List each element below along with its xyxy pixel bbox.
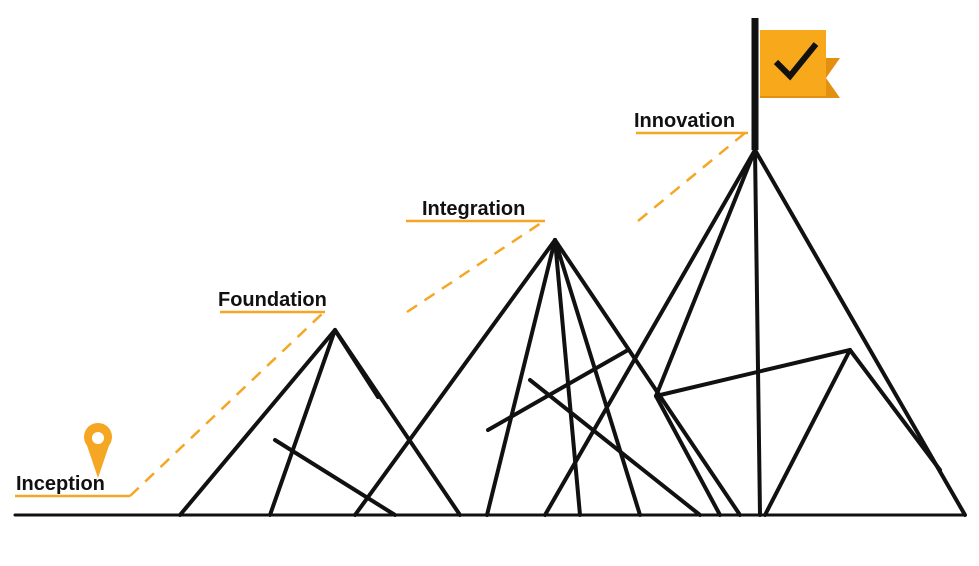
stage-label-innovation: Innovation [634, 110, 735, 133]
mountain-3 [545, 150, 965, 515]
stage-label-inception: Inception [16, 473, 105, 496]
flag-icon [755, 18, 840, 150]
mountain-1 [180, 330, 460, 515]
stage-label-integration: Integration [422, 198, 525, 221]
diagram-svg [0, 0, 979, 566]
location-pin-icon [84, 423, 112, 478]
journey-diagram: Inception Foundation Integration Innovat… [0, 0, 979, 566]
stage-label-foundation: Foundation [218, 289, 327, 312]
mountain-2 [355, 240, 740, 515]
